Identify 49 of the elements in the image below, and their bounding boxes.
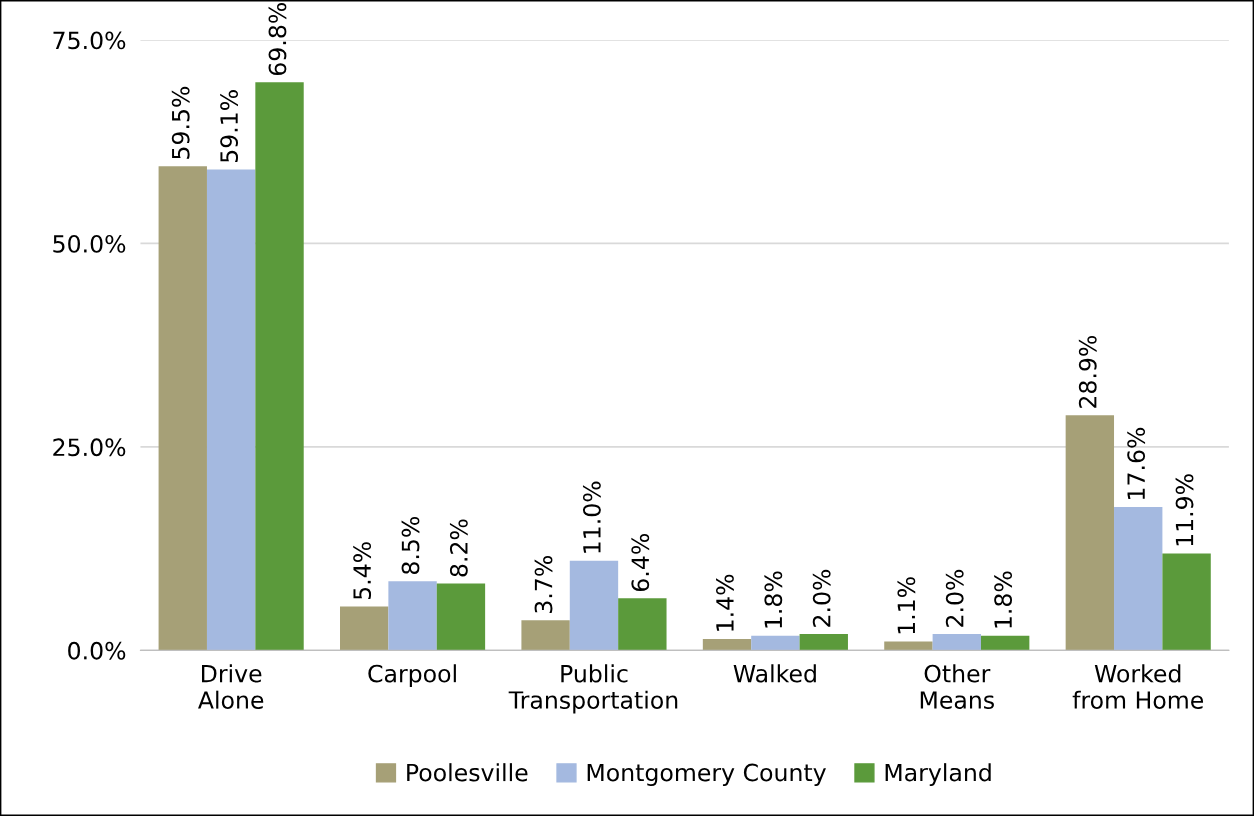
bar — [388, 581, 437, 651]
bar — [1114, 507, 1163, 651]
legend-label: Poolesville — [407, 763, 528, 782]
bar — [340, 606, 389, 651]
data-label: 1.4% — [716, 574, 734, 631]
data-label: 2.0% — [812, 569, 831, 627]
data-label: 5.4% — [353, 542, 372, 600]
data-label: 28.9% — [1078, 335, 1097, 408]
data-label: 59.5% — [171, 86, 190, 159]
x-tick-label: Carpool — [368, 664, 456, 688]
bar — [158, 166, 207, 651]
legend-label: Maryland — [885, 763, 991, 787]
y-tick-label: 25.0% — [53, 438, 126, 457]
bar — [206, 169, 256, 651]
bar — [884, 641, 933, 651]
data-label: 11.0% — [582, 481, 601, 553]
data-label: 1.8% — [764, 571, 783, 628]
bar — [521, 620, 570, 651]
x-tick-label: Other Means — [920, 664, 994, 709]
data-label: 1.1% — [897, 577, 916, 634]
data-label: 3.7% — [534, 556, 553, 613]
legend-label: Montgomery County — [587, 763, 826, 787]
bar — [569, 560, 619, 651]
x-tick-label: Walked — [733, 664, 816, 683]
y-tick-label: 0.0% — [68, 641, 126, 660]
data-label: 59.1% — [220, 90, 238, 162]
data-label: 17.6% — [1127, 427, 1146, 499]
bar — [618, 598, 667, 651]
bar — [1065, 415, 1115, 651]
data-label: 69.8% — [268, 3, 287, 76]
y-tick-label: 50.0% — [53, 234, 126, 253]
bar — [255, 82, 304, 651]
bar — [932, 634, 981, 651]
data-label: 1.8% — [994, 571, 1013, 628]
y-tick-label: 75.0% — [53, 31, 126, 50]
data-label: 2.0% — [945, 569, 964, 627]
data-label: 6.4% — [631, 534, 650, 592]
x-tick-label: Drive Alone — [198, 664, 264, 709]
bar — [436, 583, 486, 651]
data-label: 8.2% — [449, 519, 468, 577]
x-tick-label: Public Transportation — [508, 664, 678, 714]
bar — [980, 635, 1030, 651]
data-label: 8.5% — [401, 516, 420, 575]
bar — [702, 638, 752, 651]
bar — [799, 634, 848, 651]
bar — [751, 635, 800, 651]
x-tick-label: Worked from Home — [1072, 664, 1204, 709]
bar — [1162, 553, 1211, 651]
data-label: 11.9% — [1175, 474, 1194, 546]
